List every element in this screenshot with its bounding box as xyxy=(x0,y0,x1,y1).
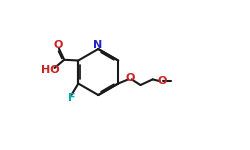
Text: O: O xyxy=(126,74,135,84)
Text: N: N xyxy=(93,40,102,50)
Text: O: O xyxy=(157,76,166,86)
Text: O: O xyxy=(54,40,63,50)
Text: HO: HO xyxy=(41,65,60,75)
Text: F: F xyxy=(68,93,75,103)
